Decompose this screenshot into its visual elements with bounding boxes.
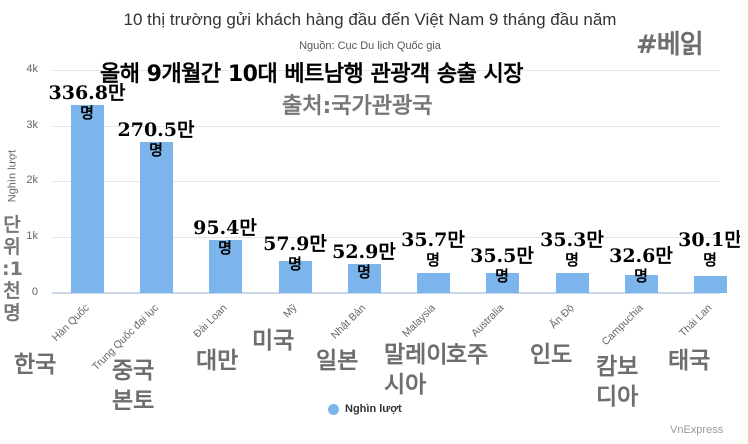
korean-category-label: 태국 xyxy=(668,348,711,374)
data-label: 35.7만 명 xyxy=(383,230,483,270)
hashtag-overlay: #베읽 xyxy=(636,30,704,60)
data-label-unit: 명 xyxy=(495,267,509,285)
korean-category-label: 일본 xyxy=(316,348,359,374)
korean-category-label: 호주 xyxy=(446,342,489,368)
bar[interactable] xyxy=(71,105,104,293)
korean-title-overlay: 올해 9개월간 10대 베트남행 관광객 송출 시장 xyxy=(100,62,523,87)
korean-category-label: 인도 xyxy=(530,342,573,368)
data-label: 30.1만 명 xyxy=(660,230,748,270)
data-label: 336.8만 명 xyxy=(37,83,137,123)
y-tick-2k: 2k xyxy=(26,174,38,186)
data-label-value: 30.1만 xyxy=(678,229,742,251)
x-tick-label: Hàn Quốc xyxy=(49,302,92,344)
data-label-value: 35.5만 xyxy=(470,245,534,267)
data-label-unit: 명 xyxy=(703,251,717,269)
data-label-value: 35.7만 xyxy=(401,229,465,251)
x-tick-label: Malaysia xyxy=(399,302,438,340)
bar[interactable] xyxy=(556,273,589,293)
x-tick-label: Nhật Bản xyxy=(329,302,369,342)
data-label-value: 270.5만 xyxy=(117,119,195,142)
data-label-unit: 명 xyxy=(357,263,371,281)
data-label-unit: 명 xyxy=(634,267,648,285)
data-label-unit: 명 xyxy=(288,255,302,273)
data-label-value: 35.3만 xyxy=(540,229,604,251)
data-label: 57.9만 명 xyxy=(245,234,345,274)
y-tick-4k: 4k xyxy=(26,63,38,75)
unit-char: 단 xyxy=(3,214,21,236)
y-tick-0: 0 xyxy=(31,286,38,298)
korean-category-label: 미국 xyxy=(252,328,295,354)
legend-label: Nghìn lượt xyxy=(345,403,402,415)
data-label-unit: 명 xyxy=(149,141,163,160)
bar[interactable] xyxy=(417,273,450,293)
unit-char: :1 xyxy=(2,258,23,280)
korean-category-label: 중국 본토 xyxy=(112,358,155,414)
y-tick-3k: 3k xyxy=(26,119,38,131)
bar[interactable] xyxy=(625,274,658,293)
data-label-value: 95.4만 xyxy=(193,216,257,239)
bar[interactable] xyxy=(694,276,727,293)
data-label: 95.4만 명 xyxy=(175,218,275,258)
korean-category-label: 한국 xyxy=(14,352,57,378)
data-label-value: 52.9만 xyxy=(332,241,396,263)
unit-char: 명 xyxy=(3,302,21,324)
x-tick-label: Ấn Độ xyxy=(547,302,577,332)
bar[interactable] xyxy=(486,273,519,293)
data-label: 52.9만 명 xyxy=(314,242,414,282)
korean-category-label: 캄보 디아 xyxy=(596,354,639,410)
data-label-unit: 명 xyxy=(426,251,440,269)
data-label: 35.5만 명 xyxy=(452,246,552,286)
gridline-3k xyxy=(52,126,720,127)
data-label: 35.3만 명 xyxy=(522,230,622,270)
data-label-value: 57.9만 xyxy=(263,233,327,255)
data-label: 270.5만 명 xyxy=(106,120,206,160)
bar[interactable] xyxy=(140,142,173,293)
y-axis-title: Nghìn lượt xyxy=(6,149,19,203)
data-label-unit: 명 xyxy=(565,251,579,269)
data-label-unit: 명 xyxy=(218,238,232,257)
bar[interactable] xyxy=(209,239,242,293)
x-axis-line xyxy=(52,292,720,294)
chart-title: 10 thị trường gửi khách hàng đầu đến Việ… xyxy=(123,10,617,29)
gridline-4k xyxy=(52,70,720,71)
unit-char: 위 xyxy=(3,236,21,258)
x-tick-label: Thái Lan xyxy=(677,302,715,340)
y-tick-1k: 1k xyxy=(26,230,38,242)
korean-category-label: 대만 xyxy=(196,348,239,374)
data-label-value: 336.8만 xyxy=(48,82,126,105)
korean-source-overlay: 출처:국가관광국 xyxy=(282,94,433,119)
gridline-1k xyxy=(52,237,720,238)
bar[interactable] xyxy=(348,263,381,293)
x-tick-label: Australia xyxy=(469,302,507,340)
x-tick-label: Campuchia xyxy=(599,302,646,349)
x-tick-label: Mỹ xyxy=(281,302,300,321)
korean-category-label: 말레이 시아 xyxy=(384,342,448,398)
legend-dot-icon xyxy=(328,403,339,415)
unit-char: 천 xyxy=(3,280,21,302)
credit-text: VnExpress xyxy=(670,424,724,436)
x-tick-label: Đài Loan xyxy=(191,302,230,341)
chart-subtitle: Nguồn: Cục Du lịch Quốc gia xyxy=(299,40,441,52)
legend-item[interactable]: Nghìn lượt xyxy=(328,403,402,415)
bar[interactable] xyxy=(279,260,312,293)
data-label-unit: 명 xyxy=(80,104,94,123)
unit-overlay: 단 위 :1 천 명 xyxy=(2,214,23,324)
page-edge xyxy=(740,0,748,444)
gridline-2k xyxy=(52,181,720,182)
data-label: 32.6만 명 xyxy=(591,246,691,286)
data-label-value: 32.6만 xyxy=(609,245,673,267)
